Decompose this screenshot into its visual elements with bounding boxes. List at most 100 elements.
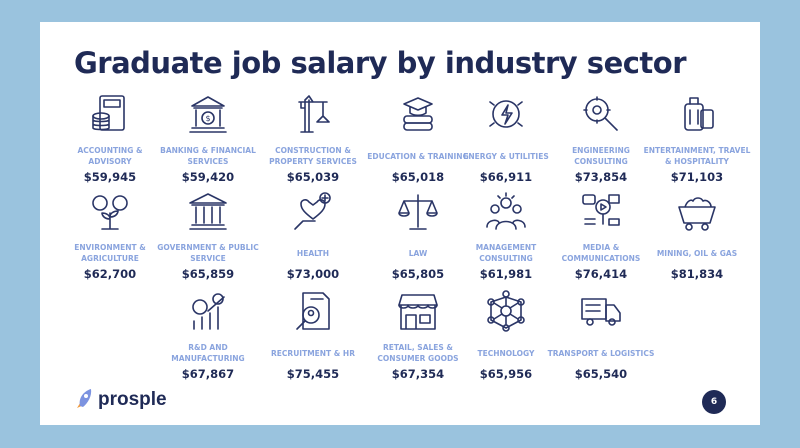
sector-salary: $76,414 xyxy=(574,267,628,281)
sector-label: MANAGEMENT CONSULTING xyxy=(451,241,561,265)
sector-label-text: RECRUITMENT & HR xyxy=(271,348,355,358)
truck-icon xyxy=(581,298,621,326)
sector-card: RETAIL, SALES & CONSUMER GOODS $67,354 xyxy=(363,289,473,381)
resume-search-icon xyxy=(296,292,330,330)
sector-salary: $65,805 xyxy=(391,267,445,281)
sector-label-text: ACCOUNTING & ADVISORY xyxy=(77,146,143,166)
sector-card: ENVIRONMENT & AGRICULTURE $62,700 xyxy=(55,189,165,281)
sector-salary: $62,700 xyxy=(83,267,137,281)
mine-cart-icon xyxy=(678,197,716,231)
plant-gears-icon xyxy=(92,195,128,230)
sector-label-text: RETAIL, SALES & CONSUMER GOODS xyxy=(377,343,459,363)
books-graduation-icon xyxy=(403,97,433,131)
sector-card: GOVERNMENT & PUBLIC SERVICE $65,859 xyxy=(153,189,263,281)
sector-card: MANAGEMENT CONSULTING $61,981 xyxy=(451,189,561,281)
network-icon xyxy=(487,290,525,332)
sector-card: HEALTH $73,000 xyxy=(258,189,368,281)
sector-label-text: GOVERNMENT & PUBLIC SERVICE xyxy=(157,243,259,263)
sector-label-text: MINING, OIL & GAS xyxy=(656,248,738,258)
sector-label: R&D AND MANUFACTURING xyxy=(153,341,263,365)
research-chart-icon xyxy=(192,293,225,330)
prosple-logo: prosple xyxy=(74,388,167,412)
sector-salary: $65,859 xyxy=(181,267,235,281)
sector-label-text: ENGINEERING CONSULTING xyxy=(572,146,630,166)
sector-label-text: BANKING & FINANCIAL SERVICES xyxy=(160,146,256,166)
sector-salary: $67,867 xyxy=(181,367,235,381)
crane-icon xyxy=(298,95,330,133)
energy-icon xyxy=(489,100,523,128)
sector-label: MINING, OIL & GAS xyxy=(642,241,752,265)
sector-card: $ BANKING & FINANCIAL SERVICES $59,420 xyxy=(153,92,263,184)
brand-name: prosple xyxy=(98,389,167,410)
sector-label: ENGINEERING CONSULTING xyxy=(546,144,656,168)
sector-label: MEDIA & COMMUNICATIONS xyxy=(546,241,656,265)
sector-label-text: MANAGEMENT CONSULTING xyxy=(475,243,537,263)
sector-salary: $59,420 xyxy=(181,170,235,184)
storefront-icon xyxy=(398,294,438,330)
sector-label: TRANSPORT & LOGISTICS xyxy=(546,341,656,365)
sector-salary: $73,854 xyxy=(574,170,628,184)
sector-label: CONSTRUCTION & PROPERTY SERVICES xyxy=(258,144,368,168)
sector-card: ENERGY & UTILITIES $66,911 xyxy=(451,92,561,184)
sector-card: TECHNOLOGY $65,956 xyxy=(451,289,561,381)
sector-card: MINING, OIL & GAS $81,834 xyxy=(642,189,752,281)
sector-card: ACCOUNTING & ADVISORY $59,945 xyxy=(55,92,165,184)
sector-label-text: ENTERTAINMENT, TRAVEL & HOSPITALITY xyxy=(643,146,751,166)
slide: Graduate job salary by industry sector A… xyxy=(40,22,760,425)
sector-salary: $65,540 xyxy=(574,367,628,381)
sector-card: ENGINEERING CONSULTING $73,854 xyxy=(546,92,656,184)
sector-label: HEALTH xyxy=(258,241,368,265)
rocket-icon xyxy=(77,389,92,408)
sector-label: ENERGY & UTILITIES xyxy=(451,144,561,168)
sector-salary: $66,911 xyxy=(479,170,533,184)
sector-label-text: ENVIRONMENT & AGRICULTURE xyxy=(74,243,146,263)
sector-label: LAW xyxy=(363,241,473,265)
sector-label-text: EDUCATION & TRAINING xyxy=(367,151,469,161)
sector-card: EDUCATION & TRAINING $65,018 xyxy=(363,92,473,184)
sector-salary: $65,018 xyxy=(391,170,445,184)
sector-label: ACCOUNTING & ADVISORY xyxy=(55,144,165,168)
sector-label: GOVERNMENT & PUBLIC SERVICE xyxy=(153,241,263,265)
media-icon xyxy=(582,194,620,226)
sector-label-text: LAW xyxy=(408,248,428,258)
sector-label-text: CONSTRUCTION & PROPERTY SERVICES xyxy=(269,146,357,166)
sector-label: BANKING & FINANCIAL SERVICES xyxy=(153,144,263,168)
sector-label-text: HEALTH xyxy=(296,248,330,258)
hand-heart-icon xyxy=(294,192,331,230)
svg-text:$: $ xyxy=(205,114,210,123)
sector-salary: $65,956 xyxy=(479,367,533,381)
government-building-icon xyxy=(189,193,227,230)
sector-salary: $73,000 xyxy=(286,267,340,281)
sector-salary: $71,103 xyxy=(670,170,724,184)
calculator-coins-icon xyxy=(92,95,125,131)
luggage-icon xyxy=(684,97,714,131)
page-number: 6 xyxy=(702,390,726,414)
sector-card: MEDIA & COMMUNICATIONS $76,414 xyxy=(546,189,656,281)
sector-label: ENVIRONMENT & AGRICULTURE xyxy=(55,241,165,265)
sector-salary: $67,354 xyxy=(391,367,445,381)
sector-label-text: ENERGY & UTILITIES xyxy=(463,151,549,161)
sector-label: RECRUITMENT & HR xyxy=(258,341,368,365)
sector-card: R&D AND MANUFACTURING $67,867 xyxy=(153,289,263,381)
sector-label: RETAIL, SALES & CONSUMER GOODS xyxy=(363,341,473,365)
slide-title: Graduate job salary by industry sector xyxy=(74,46,687,80)
sector-salary: $75,455 xyxy=(286,367,340,381)
sector-label-text: TECHNOLOGY xyxy=(477,348,535,358)
bank-icon: $ xyxy=(189,96,227,133)
sector-card: TRANSPORT & LOGISTICS $65,540 xyxy=(546,289,656,381)
sector-salary: $65,039 xyxy=(286,170,340,184)
team-icon xyxy=(486,192,526,230)
sector-card: CONSTRUCTION & PROPERTY SERVICES $65,039 xyxy=(258,92,368,184)
sector-salary: $81,834 xyxy=(670,267,724,281)
sector-label-text: TRANSPORT & LOGISTICS xyxy=(547,348,655,358)
sector-salary: $59,945 xyxy=(83,170,137,184)
sector-card: LAW $65,805 xyxy=(363,189,473,281)
sector-label: TECHNOLOGY xyxy=(451,341,561,365)
sector-label-text: MEDIA & COMMUNICATIONS xyxy=(561,243,641,263)
sector-label: ENTERTAINMENT, TRAVEL & HOSPITALITY xyxy=(642,144,752,168)
scales-icon xyxy=(398,194,438,230)
sector-card: RECRUITMENT & HR $75,455 xyxy=(258,289,368,381)
gear-magnifier-icon xyxy=(583,96,618,131)
sector-label: EDUCATION & TRAINING xyxy=(363,144,473,168)
sector-card: ENTERTAINMENT, TRAVEL & HOSPITALITY $71,… xyxy=(642,92,752,184)
